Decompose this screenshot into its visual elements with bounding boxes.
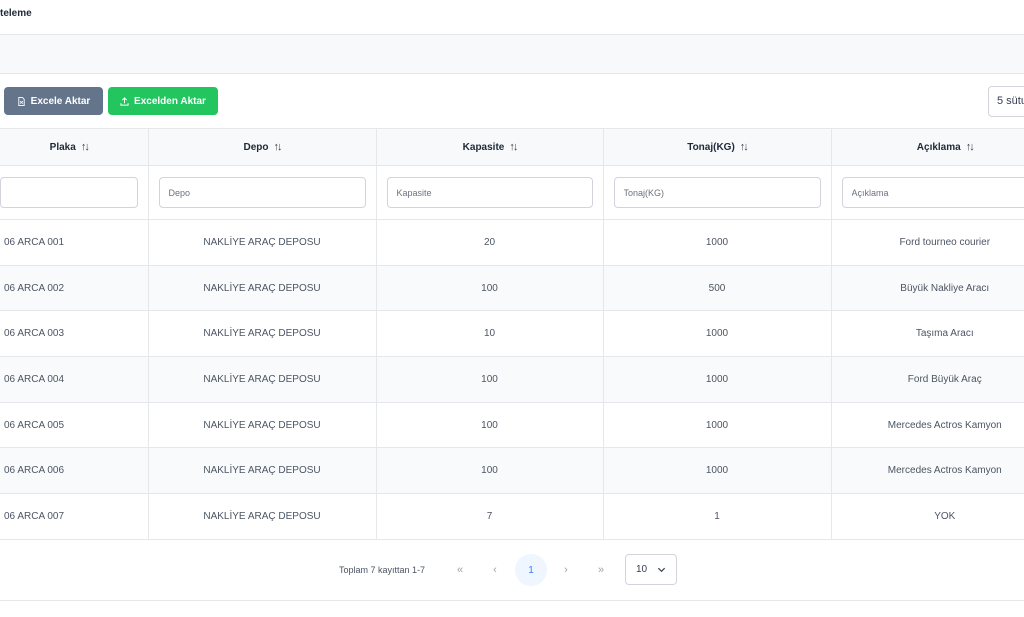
table-row[interactable]: 06 ARCA 003 NAKLİYE ARAÇ DEPOSU 10 1000 …	[0, 310, 1024, 358]
depo-filter-input[interactable]	[158, 177, 366, 208]
cell-aciklama: Mercedes Actros Kamyon	[831, 447, 1024, 495]
cell-kapasite: 100	[376, 447, 604, 495]
aciklama-filter-input[interactable]	[841, 177, 1024, 208]
excel-import-label: Excelden Aktar	[134, 95, 206, 107]
header-band	[0, 35, 1024, 74]
column-header-tonaj[interactable]: Tonaj(KG) ↑↓	[603, 128, 832, 166]
cell-depo: NAKLİYE ARAÇ DEPOSU	[148, 402, 377, 449]
cell-aciklama: Taşıma Aracı	[831, 310, 1024, 358]
cell-depo: NAKLİYE ARAÇ DEPOSU	[148, 493, 377, 540]
cell-depo: NAKLİYE ARAÇ DEPOSU	[148, 265, 377, 312]
table-toolbar: Excele Aktar Excelden Aktar 5 sütun	[0, 75, 1024, 128]
column-header-depo[interactable]: Depo ↑↓	[148, 128, 377, 166]
column-label: Tonaj(KG)	[687, 142, 735, 153]
cell-tonaj: 1	[603, 493, 832, 540]
cell-kapasite: 100	[376, 356, 604, 403]
cell-plaka: 06 ARCA 001	[0, 219, 149, 266]
filter-row	[0, 165, 1024, 220]
sort-icon[interactable]: ↑↓	[273, 141, 283, 153]
page-button-current[interactable]: 1	[515, 554, 547, 586]
column-toggle-select[interactable]: 5 sütun	[988, 86, 1024, 117]
cell-plaka: 06 ARCA 005	[0, 402, 149, 449]
column-label: Depo	[243, 142, 269, 153]
first-page-button[interactable]: «	[456, 564, 464, 576]
sort-icon[interactable]: ↑↓	[965, 141, 975, 153]
table-row[interactable]: 06 ARCA 004 NAKLİYE ARAÇ DEPOSU 100 1000…	[0, 356, 1024, 403]
upload-icon	[120, 96, 129, 106]
cell-kapasite: 100	[376, 265, 604, 312]
filter-cell-depo	[148, 165, 377, 220]
pagination-info: Toplam 7 kayıttan 1-7	[339, 565, 426, 575]
cell-tonaj: 1000	[603, 219, 832, 266]
cell-tonaj: 1000	[603, 447, 832, 495]
excel-export-button[interactable]: Excele Aktar	[4, 87, 103, 115]
cell-aciklama: Ford Büyük Araç	[831, 356, 1024, 403]
header-row: Plaka ↑↓ Depo ↑↓ Kapasite ↑↓ Tonaj(KG) ↑↓ Aç…	[0, 128, 1024, 166]
filter-cell-kapasite	[376, 165, 604, 220]
cell-kapasite: 7	[376, 493, 604, 540]
vehicle-table: Plaka ↑↓ Depo ↑↓ Kapasite ↑↓ Tonaj(KG) ↑↓ Aç…	[0, 128, 1024, 540]
cell-aciklama: Mercedes Actros Kamyon	[831, 402, 1024, 449]
kapasite-filter-input[interactable]	[386, 177, 593, 208]
cell-depo: NAKLİYE ARAÇ DEPOSU	[148, 219, 377, 266]
table-row[interactable]: 06 ARCA 006 NAKLİYE ARAÇ DEPOSU 100 1000…	[0, 447, 1024, 495]
column-header-plaka[interactable]: Plaka ↑↓	[0, 128, 149, 166]
file-excel-icon	[18, 96, 25, 106]
cell-depo: NAKLİYE ARAÇ DEPOSU	[148, 356, 377, 403]
cell-plaka: 06 ARCA 004	[0, 356, 149, 403]
column-label: Plaka	[49, 142, 76, 153]
cell-plaka: 06 ARCA 007	[0, 493, 149, 540]
cell-plaka: 06 ARCA 003	[0, 310, 149, 358]
chevron-down-icon	[657, 567, 666, 573]
filter-cell-plaka	[0, 165, 149, 220]
column-label: Kapasite	[462, 142, 505, 153]
column-header-kapasite[interactable]: Kapasite ↑↓	[376, 128, 604, 166]
sort-icon[interactable]: ↑↓	[509, 141, 518, 153]
pagination-bar: Toplam 7 kayıttan 1-7 « ‹ 1 › » 10	[0, 540, 1024, 601]
column-label: Açıklama	[916, 142, 961, 153]
cell-tonaj: 1000	[603, 310, 832, 358]
cell-depo: NAKLİYE ARAÇ DEPOSU	[148, 310, 377, 358]
previous-page-button[interactable]: ‹	[493, 564, 497, 576]
sort-icon[interactable]: ↑↓	[80, 141, 90, 153]
excel-import-button[interactable]: Excelden Aktar	[108, 87, 218, 115]
cell-aciklama: YOK	[831, 493, 1024, 540]
column-header-aciklama[interactable]: Açıklama ↑↓	[831, 128, 1024, 166]
cell-tonaj: 1000	[603, 356, 832, 403]
next-page-button[interactable]: ›	[564, 564, 568, 576]
cell-kapasite: 100	[376, 402, 604, 449]
plaka-filter-input[interactable]	[0, 177, 138, 208]
cell-tonaj: 500	[603, 265, 832, 312]
cell-kapasite: 20	[376, 219, 604, 266]
excel-export-label: Excele Aktar	[30, 95, 91, 107]
filter-cell-tonaj	[603, 165, 832, 220]
cell-plaka: 06 ARCA 002	[0, 265, 149, 312]
table-row[interactable]: 06 ARCA 007 NAKLİYE ARAÇ DEPOSU 7 1 YOK	[0, 493, 1024, 540]
cell-depo: NAKLİYE ARAÇ DEPOSU	[148, 447, 377, 495]
last-page-button[interactable]: »	[597, 564, 605, 576]
top-divider	[0, 34, 1024, 35]
sort-icon[interactable]: ↑↓	[739, 141, 749, 153]
rows-per-page-select[interactable]: 10	[625, 554, 677, 585]
cell-plaka: 06 ARCA 006	[0, 447, 149, 495]
cell-aciklama: Ford tourneo courier	[831, 219, 1024, 266]
cell-kapasite: 10	[376, 310, 604, 358]
rows-per-page-value: 10	[636, 564, 648, 575]
cell-tonaj: 1000	[603, 402, 832, 449]
page-title: teleme	[0, 8, 32, 19]
filter-cell-aciklama	[831, 165, 1024, 220]
cell-aciklama: Büyük Nakliye Aracı	[831, 265, 1024, 312]
table-row[interactable]: 06 ARCA 005 NAKLİYE ARAÇ DEPOSU 100 1000…	[0, 402, 1024, 449]
tonaj-filter-input[interactable]	[613, 177, 821, 208]
table-row[interactable]: 06 ARCA 002 NAKLİYE ARAÇ DEPOSU 100 500 …	[0, 265, 1024, 312]
table-row[interactable]: 06 ARCA 001 NAKLİYE ARAÇ DEPOSU 20 1000 …	[0, 219, 1024, 266]
